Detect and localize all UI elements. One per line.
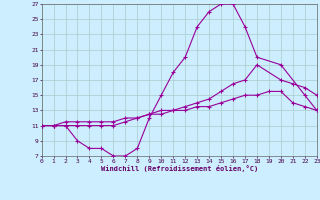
X-axis label: Windchill (Refroidissement éolien,°C): Windchill (Refroidissement éolien,°C) [100,165,258,172]
